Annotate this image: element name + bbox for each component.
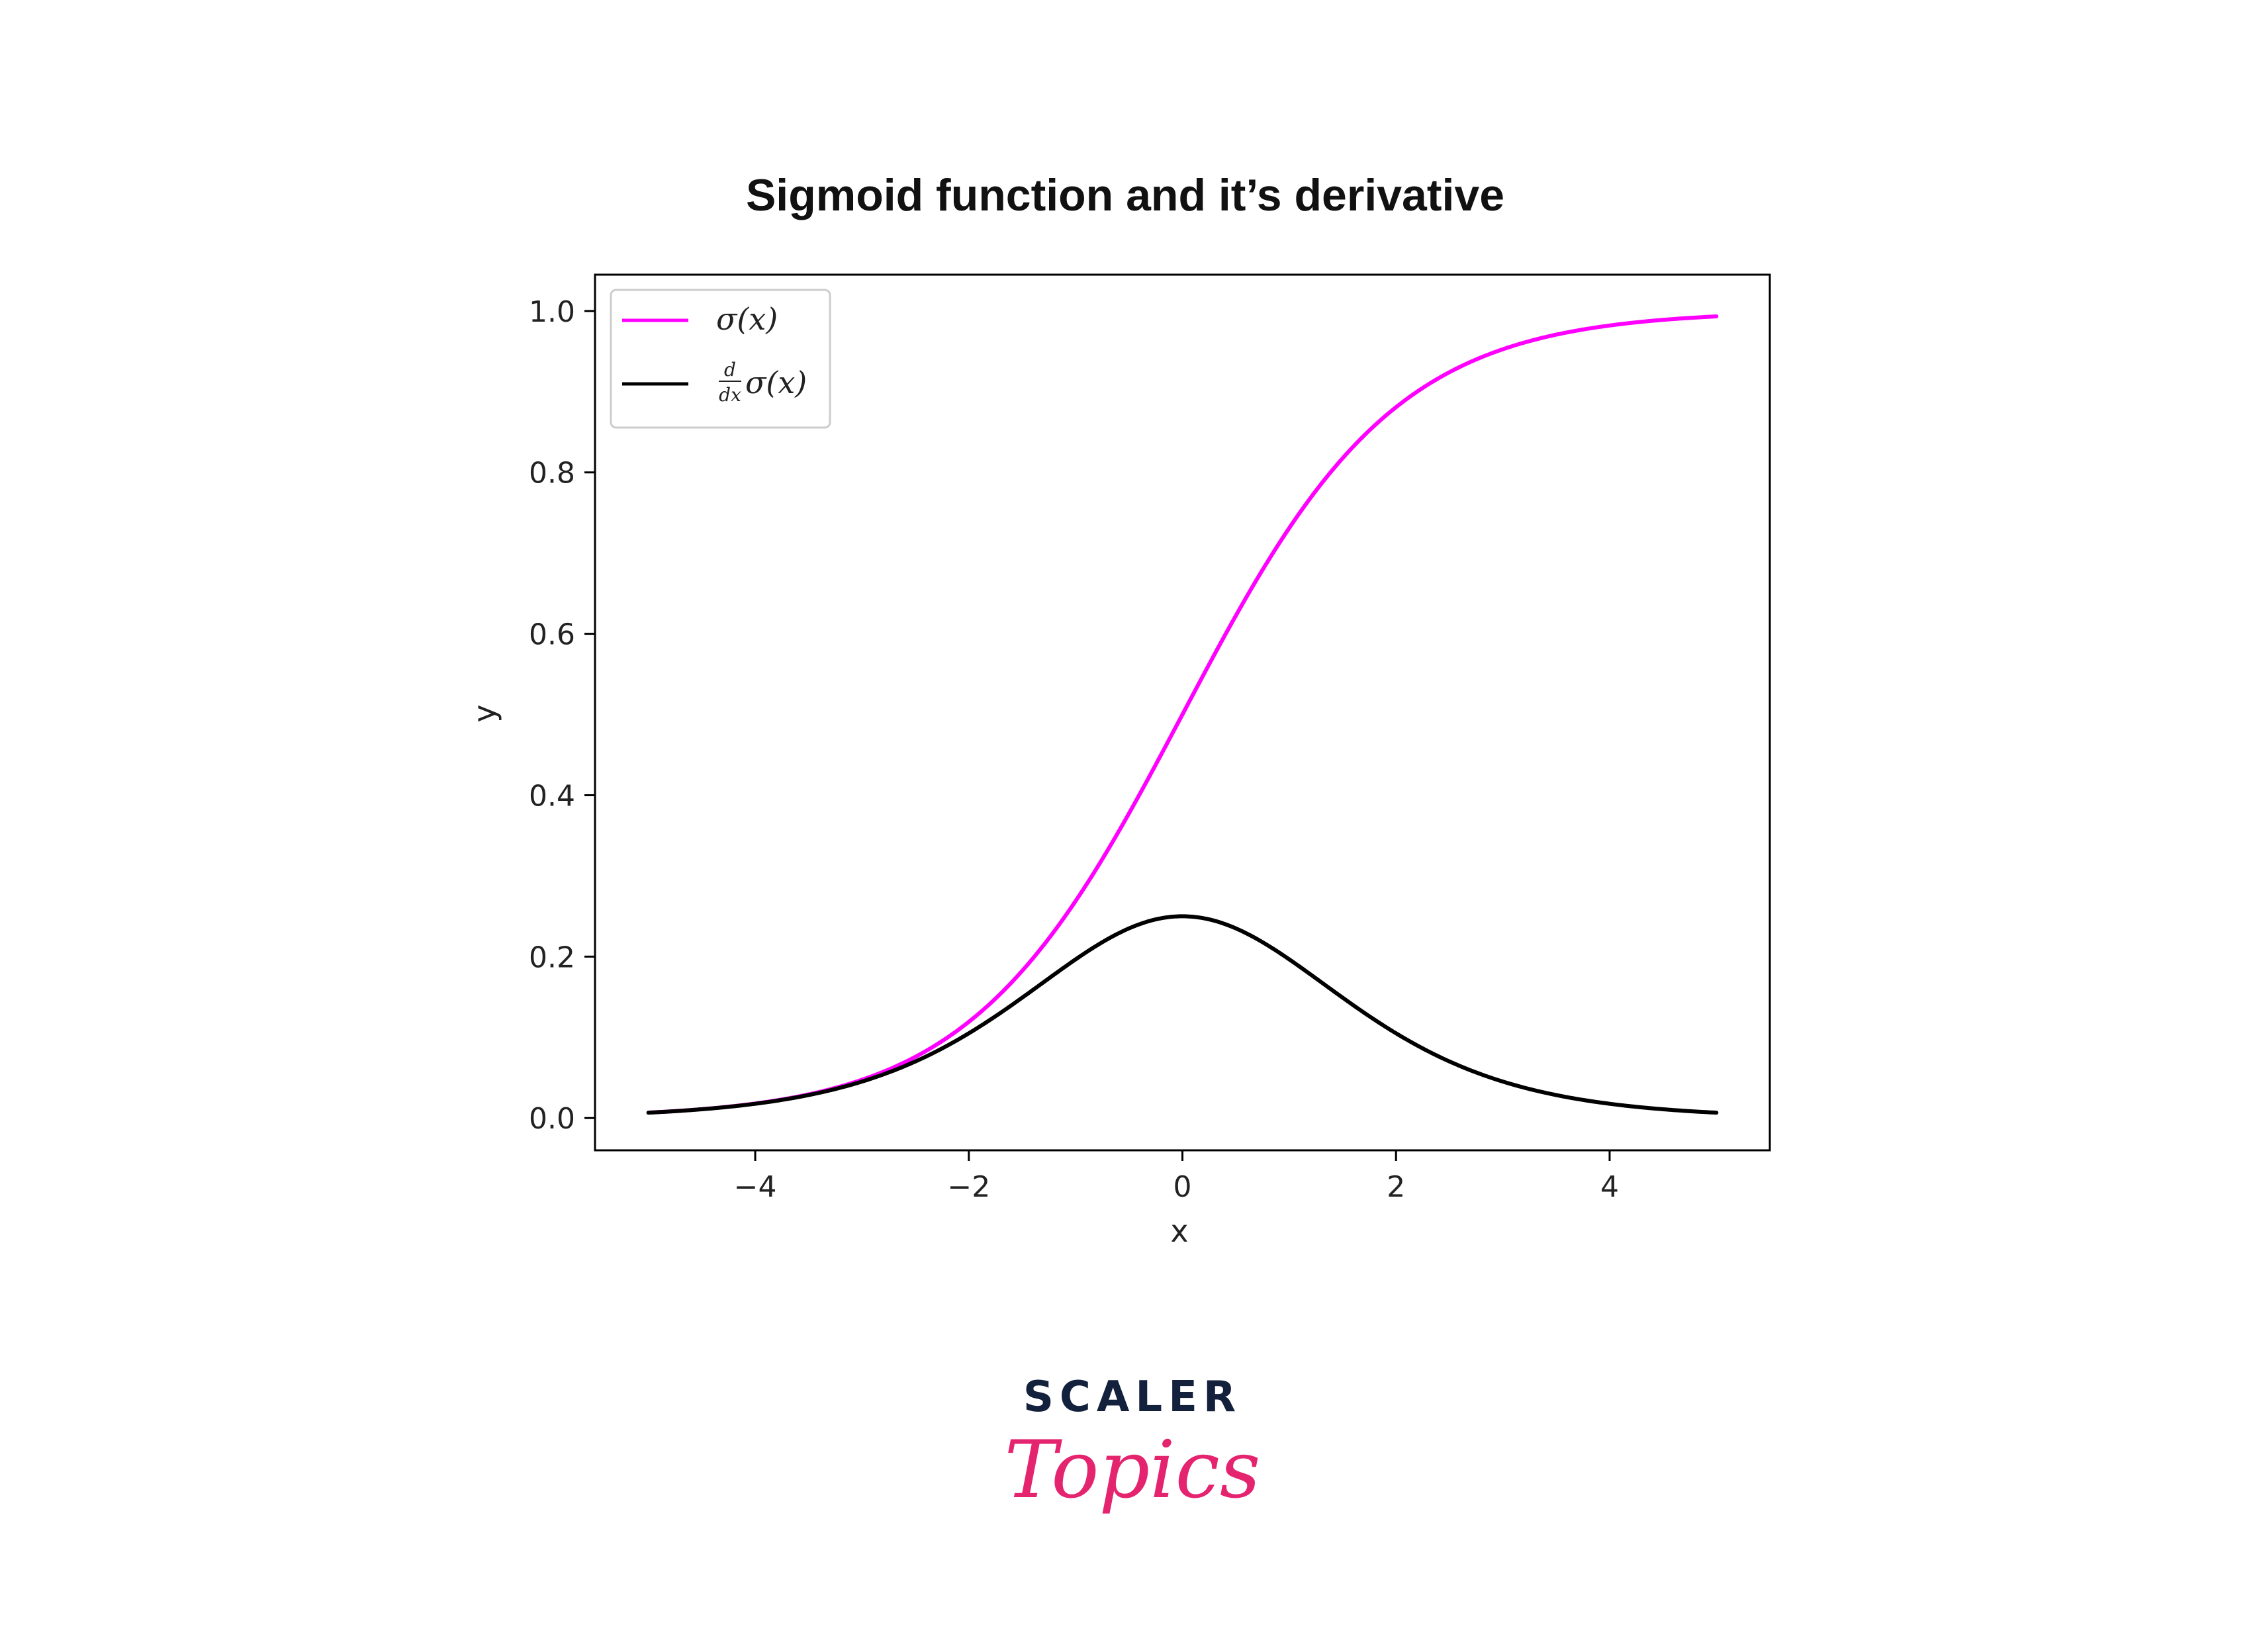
legend-box xyxy=(610,289,831,429)
brand-topics-text: Topics xyxy=(1005,1424,1261,1516)
y-tick-label: 0.0 xyxy=(529,1102,575,1136)
legend-derivative-denominator: dx xyxy=(719,384,741,406)
series-layer xyxy=(646,314,1719,1115)
y-tick-label: 0.2 xyxy=(529,941,575,974)
y-tick-label: 0.8 xyxy=(529,457,575,490)
brand-logo: SCALER Topics xyxy=(1005,1373,1261,1516)
x-tick-label: −4 xyxy=(734,1170,777,1204)
brand-scaler-text: SCALER xyxy=(1023,1373,1242,1422)
x-tick-label: 0 xyxy=(1173,1170,1192,1204)
y-axis: 0.0 0.2 0.4 0.6 0.8 1.0 xyxy=(529,295,595,1136)
x-tick-label: 2 xyxy=(1387,1170,1405,1204)
chart-title: Sigmoid function and it’s derivative xyxy=(746,170,1504,220)
y-tick-label: 0.6 xyxy=(529,618,575,652)
x-axis: −4 −2 0 2 4 xyxy=(734,1150,1619,1204)
y-tick-label: 0.4 xyxy=(529,779,575,813)
x-axis-label: x xyxy=(1170,1213,1188,1249)
y-axis-label: y xyxy=(467,704,502,722)
series-line-sigmoid xyxy=(646,314,1719,1115)
legend-derivative-numerator: d xyxy=(724,359,736,381)
legend-label-sigmoid: σ(x) xyxy=(716,301,778,337)
series-line-derivative xyxy=(646,914,1719,1115)
x-tick-label: 4 xyxy=(1600,1170,1619,1204)
x-tick-label: −2 xyxy=(947,1170,990,1204)
legend: σ(x) d dx σ(x) xyxy=(610,289,831,429)
y-tick-label: 1.0 xyxy=(529,295,575,329)
legend-label-derivative: σ(x) xyxy=(745,365,807,400)
